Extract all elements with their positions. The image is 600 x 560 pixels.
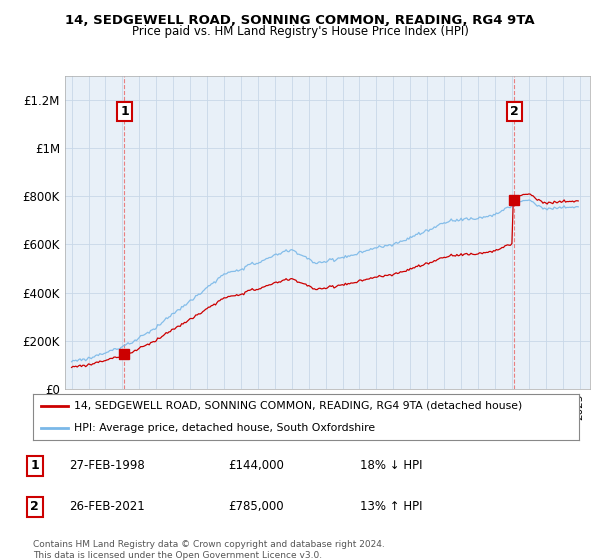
- Text: 26-FEB-2021: 26-FEB-2021: [69, 500, 145, 514]
- Text: Contains HM Land Registry data © Crown copyright and database right 2024.
This d: Contains HM Land Registry data © Crown c…: [33, 540, 385, 560]
- Text: HPI: Average price, detached house, South Oxfordshire: HPI: Average price, detached house, Sout…: [74, 423, 375, 433]
- Text: 13% ↑ HPI: 13% ↑ HPI: [360, 500, 422, 514]
- Text: £144,000: £144,000: [228, 459, 284, 473]
- Text: 2: 2: [509, 105, 518, 118]
- Text: 14, SEDGEWELL ROAD, SONNING COMMON, READING, RG4 9TA: 14, SEDGEWELL ROAD, SONNING COMMON, READ…: [65, 14, 535, 27]
- Text: 14, SEDGEWELL ROAD, SONNING COMMON, READING, RG4 9TA (detached house): 14, SEDGEWELL ROAD, SONNING COMMON, READ…: [74, 400, 522, 410]
- Text: 1: 1: [31, 459, 39, 473]
- Text: 27-FEB-1998: 27-FEB-1998: [69, 459, 145, 473]
- Text: 1: 1: [120, 105, 129, 118]
- Text: Price paid vs. HM Land Registry's House Price Index (HPI): Price paid vs. HM Land Registry's House …: [131, 25, 469, 38]
- Text: 18% ↓ HPI: 18% ↓ HPI: [360, 459, 422, 473]
- Text: 2: 2: [31, 500, 39, 514]
- Text: £785,000: £785,000: [228, 500, 284, 514]
